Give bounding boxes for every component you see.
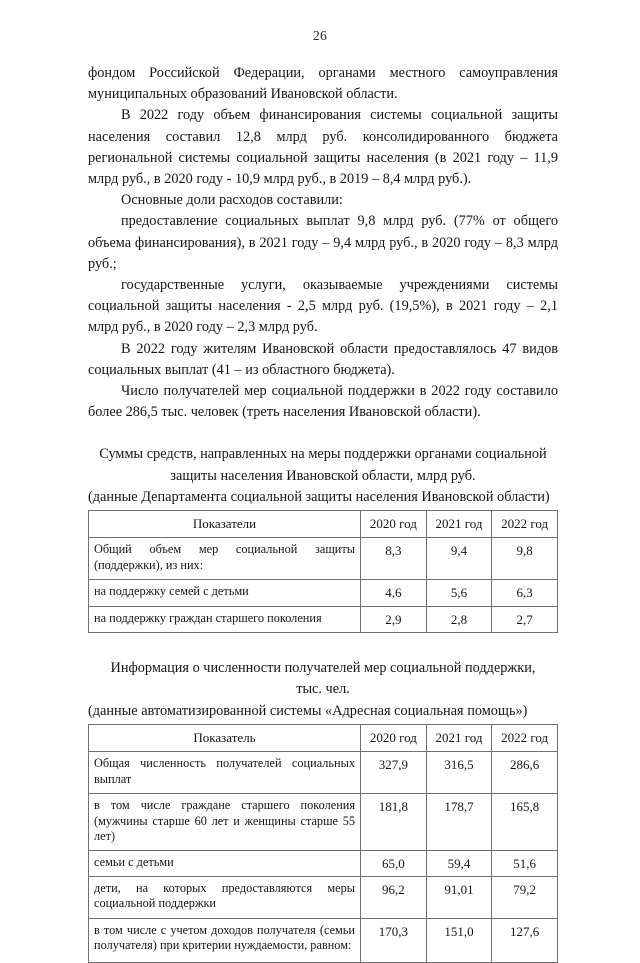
table1-row0-value-2022: 9,8 — [491, 537, 558, 581]
table-row: семьи с детьми 65,0 59,4 51,6 — [87, 849, 558, 877]
table2-row1-value-2021: 178,7 — [425, 793, 493, 851]
table1-header-2022: 2022 год — [491, 510, 558, 539]
table1-header-2021: 2021 год — [425, 510, 493, 539]
table1-row1-value-2021: 5,6 — [425, 579, 493, 607]
table2-wrapper: Показатель 2020 год 2021 год 2022 год Об… — [87, 723, 558, 963]
table-row: на поддержку семей с детьми 4,6 5,6 6,3 — [87, 579, 558, 607]
table2-header-2020: 2020 год — [360, 723, 427, 753]
table-row: на поддержку граждан старшего поколения … — [87, 605, 558, 634]
table1-caption-line1: Суммы средств, направленных на меры подд… — [99, 446, 547, 463]
table2-row2-label: семьи с детьми — [87, 849, 362, 877]
table2-row0-label: Общая численность получателей социальных… — [87, 751, 362, 795]
table-row: в том числе граждане старшего поколения … — [87, 793, 558, 851]
table1-header-2020: 2020 год — [360, 510, 427, 539]
table-recipient-counts: Показатель 2020 год 2021 год 2022 год Об… — [87, 723, 558, 963]
paragraph-recipients-count: Число получателей мер социальной поддерж… — [88, 383, 558, 421]
table1-row2-value-2020: 2,9 — [360, 605, 427, 634]
table1-row0-value-2020: 8,3 — [360, 537, 427, 581]
table1-row2-value-2021: 2,8 — [425, 605, 493, 634]
document-body: фондом Российской Федерации, органами ме… — [0, 63, 640, 963]
table2-row1-label: в том числе граждане старшего поколения … — [87, 793, 362, 851]
table1-row2-value-2022: 2,7 — [491, 605, 558, 634]
table1-row1-value-2020: 4,6 — [360, 579, 427, 607]
paragraph-payment-types: В 2022 году жителям Ивановской области п… — [88, 340, 558, 378]
table2-caption-group: Информация о численности получателей мер… — [88, 658, 558, 722]
table2-row0-value-2020: 327,9 — [360, 751, 427, 795]
page-number: 26 — [313, 28, 327, 43]
paragraph-social-payments: предоставление социальных выплат 9,8 млр… — [88, 213, 558, 272]
paragraph-state-services: государственные услуги, оказываемые учре… — [88, 277, 558, 336]
table2-row4-value-2020: 170,3 — [360, 917, 427, 963]
table2-row2-value-2022: 51,6 — [491, 849, 558, 877]
table2-row0-value-2021: 316,5 — [425, 751, 493, 795]
table1-row0-value-2021: 9,4 — [425, 537, 493, 581]
table2-row2-value-2020: 65,0 — [360, 849, 427, 877]
table1-row1-label: на поддержку семей с детьми — [87, 579, 362, 607]
table2-header-2021: 2021 год — [425, 723, 493, 753]
table1-row0-label: Общий объем мер социальной защиты (подде… — [87, 537, 362, 581]
table2-row3-value-2020: 96,2 — [360, 875, 427, 919]
table2-header-row: Показатель 2020 год 2021 год 2022 год — [87, 723, 558, 753]
table2-row4-label: в том числе с учетом доходов получателя … — [87, 917, 362, 963]
table1-caption-group: Суммы средств, направленных на меры подд… — [88, 444, 558, 508]
table2-source-note: (данные автоматизированной системы «Адре… — [88, 702, 528, 719]
table2-caption-line2: тыс. чел. — [296, 681, 350, 698]
table1-header-row: Показатели 2020 год 2021 год 2022 год — [87, 510, 558, 539]
paragraph-financing-volume: В 2022 году объем финансирования системы… — [88, 107, 558, 188]
document-page: 26 фондом Российской Федерации, органами… — [87, 28, 558, 963]
table1-row1-value-2022: 6,3 — [491, 579, 558, 607]
table1-wrapper: Показатели 2020 год 2021 год 2022 год Об… — [87, 510, 558, 634]
table-row: Общий объем мер социальной защиты (подде… — [87, 537, 558, 581]
table1-row2-label: на поддержку граждан старшего поколения — [87, 605, 362, 634]
table-row: в том числе с учетом доходов получателя … — [87, 917, 558, 963]
table1-header-indicator: Показатели — [87, 510, 362, 539]
table2-header-indicator: Показатель — [87, 723, 362, 753]
paragraph-expense-shares-intro: Основные доли расходов составили: — [121, 192, 343, 209]
table2-caption-line1: Информация о численности получателей мер… — [110, 660, 536, 677]
table2-header-2022: 2022 год — [491, 723, 558, 753]
table2-row2-value-2021: 59,4 — [425, 849, 493, 877]
table2-row4-value-2022: 127,6 — [491, 917, 558, 963]
table2-row1-value-2020: 181,8 — [360, 793, 427, 851]
table2-row0-value-2022: 286,6 — [491, 751, 558, 795]
table1-source-note: (данные Департамента социальной защиты н… — [88, 488, 550, 505]
table2-row4-value-2021: 151,0 — [425, 917, 493, 963]
paragraph-continuation: фондом Российской Федерации, органами ме… — [88, 65, 558, 103]
table2-row3-label: дети, на которых предоставляются меры со… — [87, 875, 362, 919]
table2-row3-value-2022: 79,2 — [491, 875, 558, 919]
table2-row1-value-2022: 165,8 — [491, 793, 558, 851]
table1-caption-line2: защиты населения Ивановской области, млр… — [170, 467, 476, 484]
table-row: Общая численность получателей социальных… — [87, 751, 558, 795]
table-row: дети, на которых предоставляются меры со… — [87, 875, 558, 919]
table-support-funds: Показатели 2020 год 2021 год 2022 год Об… — [87, 510, 558, 634]
table2-row3-value-2021: 91,01 — [425, 875, 493, 919]
